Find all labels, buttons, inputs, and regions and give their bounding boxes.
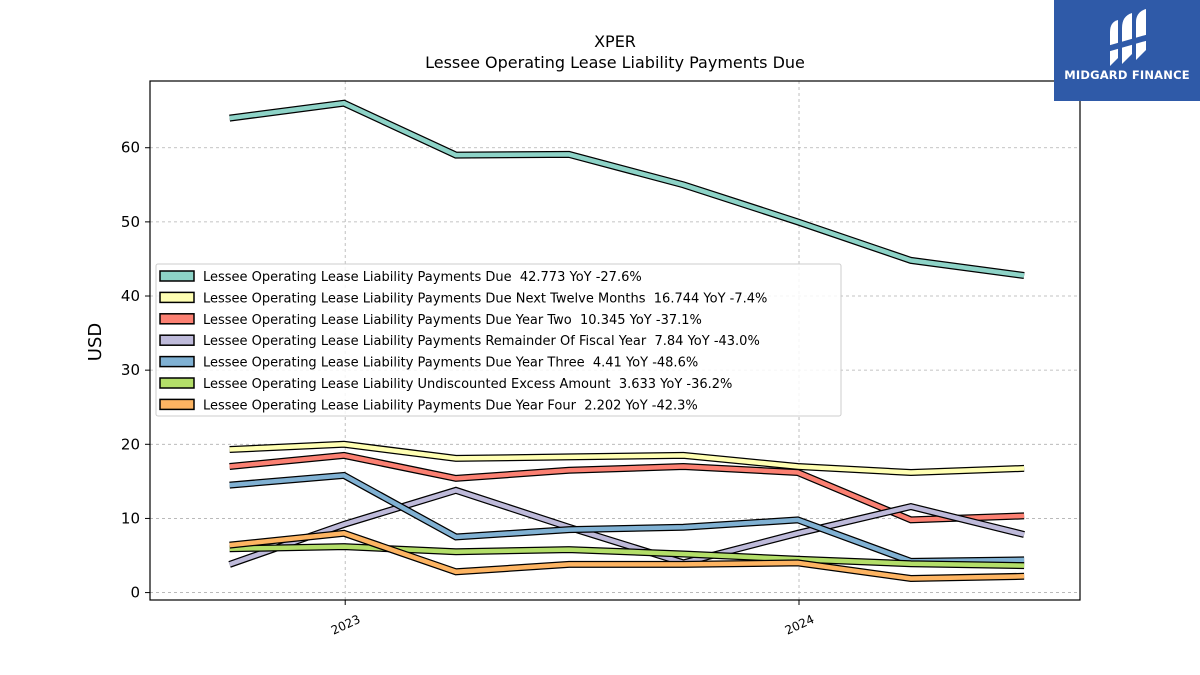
legend-swatch [159,398,195,411]
y-tick-label: 20 [121,435,140,453]
series-line-5 [229,473,1025,564]
legend-entry: Lessee Operating Lease Liability Payment… [203,270,642,285]
logo-text: MIDGARD FINANCE [1064,68,1190,82]
legend-entry: Lessee Operating Lease Liability Payment… [203,356,698,371]
series-line-6 [229,544,1025,568]
legend-entry: Lessee Operating Lease Liability Undisco… [203,377,732,392]
y-tick-label: 10 [121,509,140,527]
chart-subtitle: Lessee Operating Lease Liability Payment… [425,53,805,72]
legend-box [155,263,842,417]
y-tick-label: 60 [121,139,140,157]
series-line-outline [229,99,1025,279]
y-axis-label: USD [85,323,106,361]
legend-swatch [159,270,195,282]
y-tick-label: 0 [130,584,140,602]
series-lines [228,99,1025,583]
y-tick-label: 40 [121,287,140,305]
legend: Lessee Operating Lease Liability Payment… [155,263,842,417]
chart-title: XPER [594,32,636,51]
legend-entry: Lessee Operating Lease Liability Payment… [203,291,767,306]
legend-swatch [159,377,195,389]
legend-entry: Lessee Operating Lease Liability Payment… [203,334,760,349]
plot-frame [149,80,1081,601]
legend-swatch [159,334,195,346]
legend-entry: Lessee Operating Lease Liability Payment… [203,398,698,413]
series-line-7 [229,531,1025,581]
legend-swatch [159,313,195,325]
series-line-4 [228,487,1025,567]
series-line-1 [229,100,1025,278]
x-tick-label: 2023 [329,612,363,638]
axis-ticks: 0 10 20 30 40 50 60 2023 2024 [121,139,816,638]
series-line-2 [229,442,1025,475]
brand-logo: MIDGARD FINANCE [1054,0,1200,101]
x-tick-label: 2024 [783,612,817,638]
legend-swatch [159,355,195,368]
y-tick-label: 50 [121,213,140,231]
logo-mark-icon [1107,9,1149,66]
legend-swatch [159,291,195,304]
y-tick-label: 30 [121,361,140,379]
legend-entry: Lessee Operating Lease Liability Payment… [203,313,702,328]
